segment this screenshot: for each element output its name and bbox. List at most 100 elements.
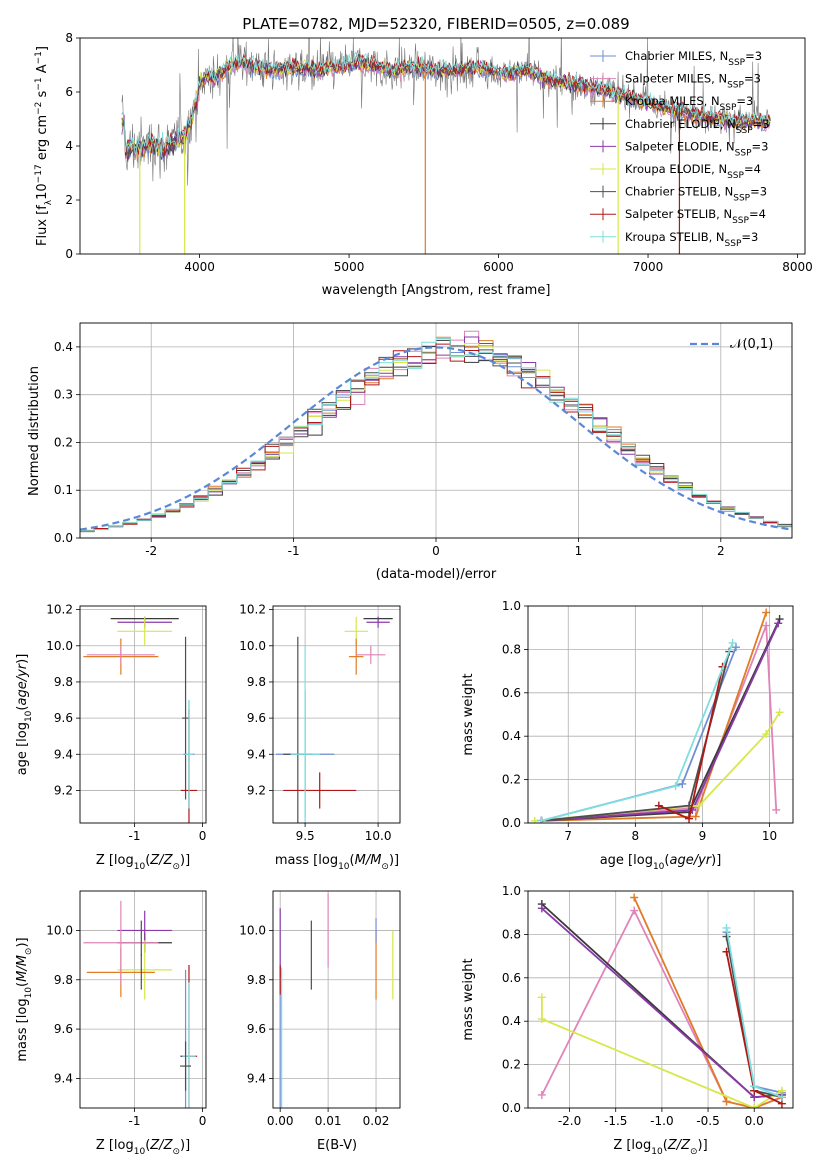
plot-area [83,900,198,1108]
y-tick-label: 0.2 [54,435,73,449]
label-part: )] [389,853,399,868]
label-part: mass [log [275,853,338,868]
mass-vs-ebv-panel: 0.00 0.01 0.02 9.4 9.6 9.8 10.0 E(B-V) [239,890,401,1153]
y-tick-label: 0.8 [502,642,521,656]
label-part: SSP [736,126,753,136]
y-tick-label: 1.0 [502,884,521,898]
label-part: 10 [651,1147,663,1157]
x-axis-label: wavelength [Angstrom, rest frame] [322,283,551,298]
label-part: s [35,90,50,101]
label-part: mass [log [15,998,30,1061]
x-tick-label: 9 [699,829,707,843]
y-axis-label: age [log10(age/yr)] [15,654,34,776]
massweight-marker [630,893,639,902]
axes-frame [527,605,794,824]
x-tick-label: 9.5 [296,829,315,843]
massweight-marker [722,947,731,956]
residuals-panel: -2 -1 0 1 2 0.0 0.1 0.2 0.3 0.4 𝒩(0,1) (data-model)… [27,322,793,582]
y-tick-label: 0.0 [502,1101,521,1115]
x-tick-label: 1 [575,544,583,558]
legend-entry: Kroupa MILES, NSSP=3 [625,94,753,113]
label-part: Kroupa ELODIE, N [625,162,727,176]
y-tick-label: 10.2 [46,603,73,617]
x-tick-label: 6000 [483,260,514,274]
legend-entry: Salpeter ELODIE, NSSP=3 [625,139,768,158]
label-part: =3 [745,49,762,63]
age-vs-metallicity-panel: -1 09.29.49.69.810.010.2Z [log10(Z/Z⊙)]ag… [15,603,207,872]
plot-area [121,38,771,254]
x-tick-label: 0.02 [363,1114,390,1128]
massweight-marker [654,801,663,810]
label-part: M/M [15,955,30,982]
plot-area [275,616,393,823]
label-part: =3 [736,94,753,108]
legend-entry: Salpeter STELIB, NSSP=4 [625,207,766,226]
x-tick-label: 0 [432,544,440,558]
label-part: =3 [744,72,761,86]
massweight-marker [537,1090,546,1099]
legend-entry: Chabrier STELIB, NSSP=3 [625,185,767,204]
label-part: SSP [733,194,750,204]
massweight-marker [762,730,771,739]
label-part: =4 [744,162,761,176]
label-part: E(B-V) [317,1138,357,1153]
label-part: 10 [24,710,34,722]
label-part: age [log [600,853,653,868]
massweight-line [534,711,781,822]
axes-frame [79,37,806,255]
label-part: Chabrier STELIB, N [625,185,733,199]
x-tick-label: 4000 [184,260,215,274]
label-part: A [35,64,50,77]
x-axis-label: Z [log10(Z/Z⊙)] [96,853,190,872]
massweight-marker [722,923,731,932]
massweight-marker [774,619,783,628]
label-part: ( [664,853,669,868]
massweight-marker [537,1015,546,1024]
label-part: Chabrier MILES, N [625,49,728,63]
spectrum-model-line [121,58,771,163]
massweight-marker [731,643,740,652]
label-part: =3 [753,117,770,131]
y-tick-label: 9.2 [247,783,266,797]
label-part: 10 [653,862,665,872]
massweight-marker [750,1082,759,1091]
y-tick-label: 8 [65,31,73,45]
y-tick-label: 10.0 [46,923,73,937]
massweight-marker [671,782,680,791]
massweight-line [633,897,783,1108]
plot-area [537,893,786,1108]
massweight-marker [775,615,784,624]
y-tick-label: 6 [65,85,73,99]
label-part: Flux [f [35,205,50,246]
y-tick-label: 9.8 [54,973,73,987]
x-tick-label: 0.01 [315,1114,342,1128]
massweight-marker [750,1104,759,1108]
x-tick-label: -1 [129,1114,141,1128]
label-part: Z/Z [149,853,173,868]
plot-area [530,608,784,823]
mass-vs-metallicity-panel: -1 09.49.69.810.0Z [log10(Z/Z⊙)]mass [log… [15,890,207,1157]
y-tick-label: 4 [65,139,73,153]
y-tick-label: 0.0 [54,531,73,545]
x-tick-label: 8000 [782,260,813,274]
x-axis-label: E(B-V) [317,1138,357,1153]
x-tick-label: 2 [717,544,725,558]
massweight-line [541,997,783,1108]
plot-area [83,616,198,823]
legend-entry: Kroupa ELODIE, NSSP=4 [625,162,761,181]
normal-curve [80,346,792,531]
x-axis-label: Z [log10(Z/Z⊙)] [613,1138,707,1157]
label-part: )] [711,853,721,868]
label-part: Chabrier ELODIE, N [625,117,736,131]
massweight-marker [772,805,781,814]
label-part: −1 [34,51,44,64]
massweight-marker [537,993,546,1002]
x-tick-label: -1.5 [604,1114,627,1128]
label-part: =3 [741,230,758,244]
axes-frame [79,322,793,539]
x-tick-label: -1 [288,544,300,558]
label-part: ⊙ [172,1147,180,1157]
label-part: Z/Z [667,1138,691,1153]
